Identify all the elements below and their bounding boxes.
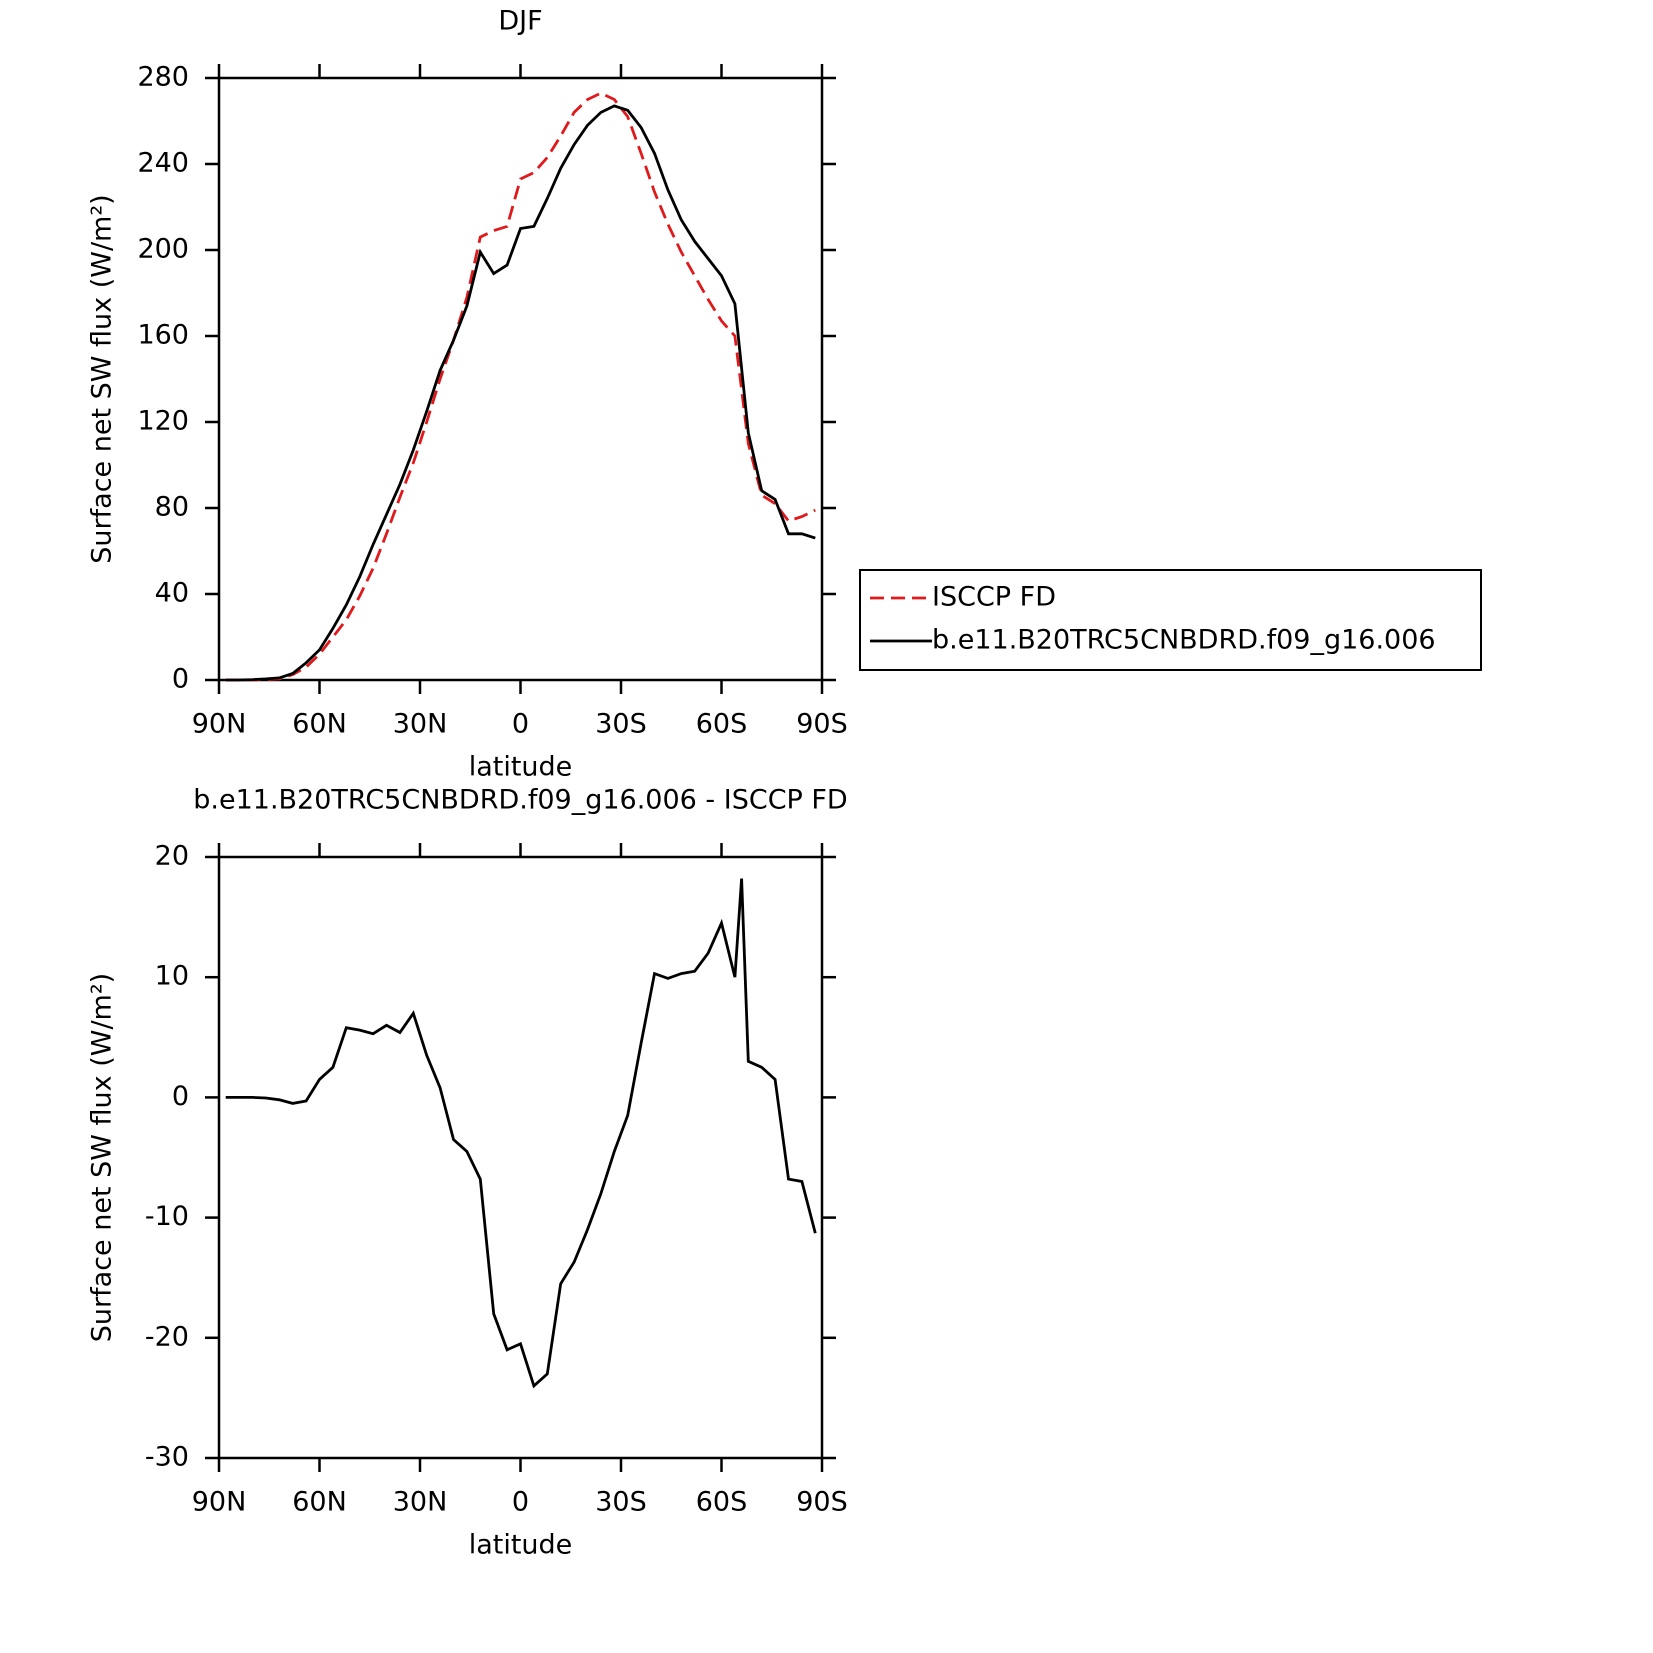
- y-tick-label: 120: [137, 406, 189, 437]
- data-line: [225, 878, 817, 1389]
- x-tick-label: 60S: [696, 709, 748, 740]
- legend-label: ISCCP FD: [932, 582, 1056, 613]
- legend-box: [859, 569, 1482, 671]
- x-tick-label: 30N: [393, 1487, 448, 1518]
- x-axis-title: latitude: [469, 752, 573, 783]
- x-tick-label: 90S: [796, 709, 848, 740]
- plot-frame: [217, 76, 824, 682]
- x-axis-title: latitude: [469, 1530, 573, 1561]
- chart-title: b.e11.B20TRC5CNBDRD.f09_g16.006 - ISCCP …: [193, 785, 847, 816]
- y-tick-label: 0: [172, 664, 189, 695]
- y-tick-label: -30: [145, 1442, 189, 1473]
- x-tick-label: 60S: [696, 1487, 748, 1518]
- x-tick-label: 90N: [192, 709, 247, 740]
- x-tick-label: 0: [512, 709, 529, 740]
- x-tick-label: 90N: [192, 1487, 247, 1518]
- y-tick-label: -20: [145, 1321, 189, 1352]
- data-line: [225, 91, 816, 682]
- y-tick-label: 10: [155, 961, 189, 992]
- x-tick-label: 30N: [393, 709, 448, 740]
- x-tick-label: 90S: [796, 1487, 848, 1518]
- y-tick-label: 200: [137, 234, 189, 265]
- x-tick-label: 30S: [595, 1487, 647, 1518]
- y-tick-label: 240: [137, 148, 189, 179]
- y-tick-label: 280: [137, 62, 189, 93]
- y-tick-label: 160: [137, 320, 189, 351]
- x-tick-label: 0: [512, 1487, 529, 1518]
- y-tick-label: 80: [155, 492, 189, 523]
- plot-frame: [217, 855, 824, 1460]
- chart-title: DJF: [498, 6, 542, 37]
- y-axis-title: Surface net SW flux (W/m²): [87, 973, 118, 1342]
- y-tick-label: 20: [155, 841, 189, 872]
- y-axis-title: Surface net SW flux (W/m²): [87, 194, 118, 563]
- y-tick-label: -10: [145, 1201, 189, 1232]
- x-tick-label: 60N: [292, 709, 347, 740]
- legend-label: b.e11.B20TRC5CNBDRD.f09_g16.006: [932, 625, 1436, 656]
- x-tick-label: 60N: [292, 1487, 347, 1518]
- y-tick-label: 0: [172, 1081, 189, 1112]
- x-tick-label: 30S: [595, 709, 647, 740]
- data-line: [225, 104, 816, 682]
- y-tick-label: 40: [155, 578, 189, 609]
